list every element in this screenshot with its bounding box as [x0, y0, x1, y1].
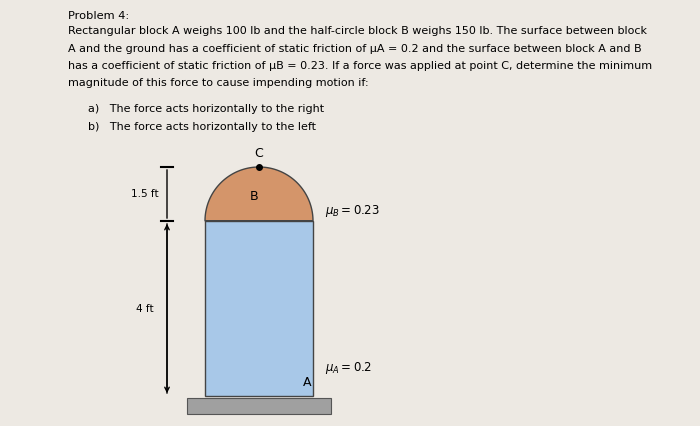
Text: magnitude of this force to cause impending motion if:: magnitude of this force to cause impendi…: [68, 78, 369, 89]
Bar: [187, 398, 331, 414]
Bar: [205, 221, 313, 396]
Text: a)   The force acts horizontally to the right: a) The force acts horizontally to the ri…: [88, 104, 324, 114]
Text: A and the ground has a coefficient of static friction of μA = 0.2 and the surfac: A and the ground has a coefficient of st…: [68, 43, 642, 54]
Text: $\mu_B = 0.23$: $\mu_B = 0.23$: [325, 203, 379, 219]
Text: B: B: [250, 190, 258, 202]
Text: Rectangular block A weighs 100 lb and the half-circle block B weighs 150 lb. The: Rectangular block A weighs 100 lb and th…: [68, 26, 647, 36]
Text: C: C: [255, 147, 263, 160]
Text: 4 ft: 4 ft: [136, 303, 154, 314]
Text: $\mu_A = 0.2$: $\mu_A = 0.2$: [325, 360, 372, 376]
Polygon shape: [205, 167, 313, 221]
Text: 1.5 ft: 1.5 ft: [131, 189, 159, 199]
Text: Problem 4:: Problem 4:: [68, 11, 130, 21]
Text: A: A: [302, 375, 312, 389]
Text: b)   The force acts horizontally to the left: b) The force acts horizontally to the le…: [88, 121, 316, 132]
Text: has a coefficient of static friction of μB = 0.23. If a force was applied at poi: has a coefficient of static friction of …: [68, 61, 652, 71]
